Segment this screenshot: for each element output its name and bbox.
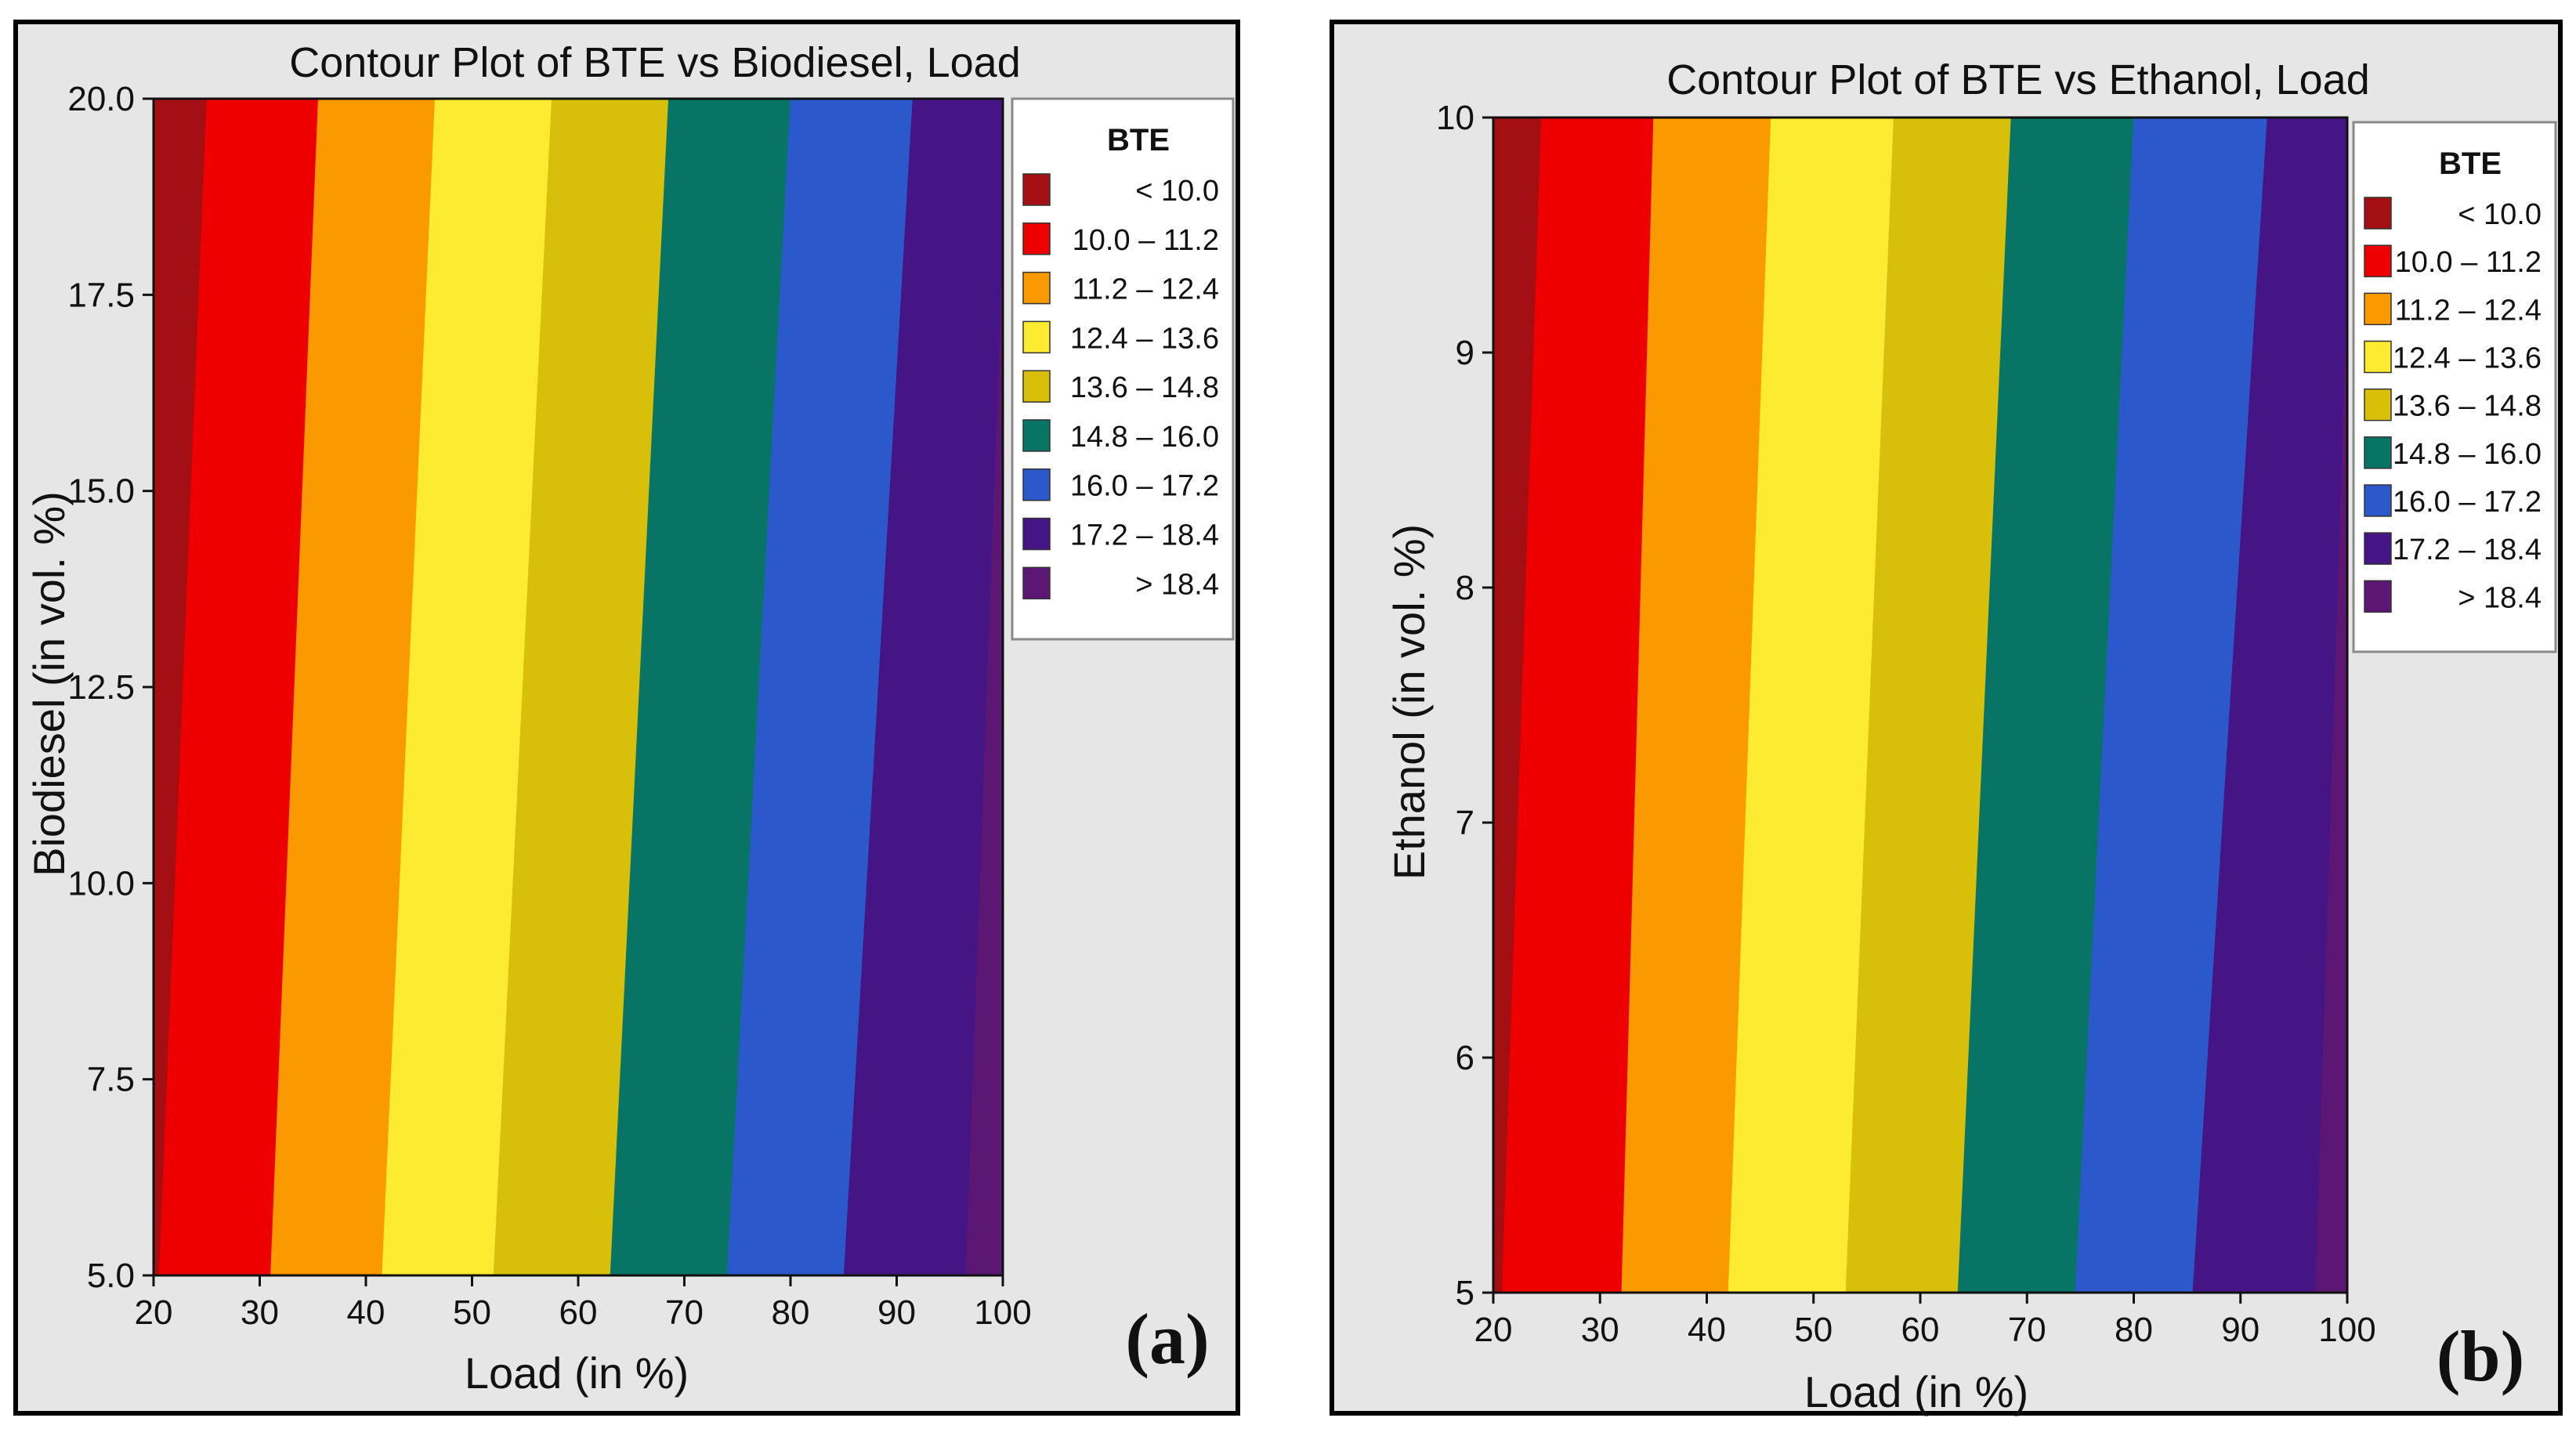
panel-a-y-tick-label-2: 10.0 [67, 864, 135, 902]
panel-a-legend-swatch-3 [1022, 320, 1051, 354]
panel-b-y-tick-label-1: 6 [1456, 1039, 1474, 1077]
panel-a-legend-label-1: 10.0 – 11.2 [1073, 224, 1219, 257]
panel-b-legend-swatch-1 [2364, 244, 2392, 277]
panel-b-contour-bands [1493, 118, 2347, 1293]
panel-b-legend-label-2: 11.2 – 12.4 [2395, 294, 2542, 327]
panel-a-legend-label-0: < 10.0 [1135, 175, 1219, 208]
panel-a-legend-label-7: 17.2 – 18.4 [1070, 519, 1219, 552]
panel-b-legend-swatch-4 [2364, 388, 2392, 421]
panel-b-x-tick-label-3: 50 [1794, 1311, 1833, 1349]
panel-a-contour-bands [154, 99, 1003, 1275]
panel-b-legend-label-3: 12.4 – 13.6 [2393, 342, 2542, 374]
panel-a-y-tick-label-1: 7.5 [87, 1061, 135, 1099]
panel-b-y-tick-label-0: 5 [1456, 1274, 1474, 1312]
panel-a-legend-label-5: 14.8 – 16.0 [1070, 421, 1219, 454]
panel-b-legend-swatch-3 [2364, 340, 2392, 374]
panel-b-x-axis-label: Load (in %) [1804, 1367, 2028, 1416]
panel-a-legend-label-4: 13.6 – 14.8 [1070, 371, 1219, 404]
panel-a-y-axis-label: Biodiesel (in vol. %) [24, 491, 74, 877]
panel-b-legend-label-4: 13.6 – 14.8 [2393, 390, 2542, 423]
panel-b-legend-label-1: 10.0 – 11.2 [2395, 246, 2542, 279]
panel-b-y-axis-label: Ethanol (in vol. %) [1384, 524, 1434, 880]
panel-a-y-tick-label-4: 15.0 [67, 472, 135, 511]
panel-b-band-8 [2315, 284, 2347, 1293]
panel-a-tag: (a) [1125, 1299, 1209, 1379]
panel-a-legend-swatch-8 [1022, 566, 1051, 600]
panel-b-x-tick-label-1: 30 [1581, 1311, 1619, 1349]
panel-a-band-7 [843, 99, 1003, 1275]
panel-b-x-tick-label-4: 60 [1901, 1311, 1940, 1349]
panel-b-legend-swatch-7 [2364, 532, 2392, 565]
panel-b-legend-label-6: 16.0 – 17.2 [2393, 486, 2542, 519]
panel-a-x-tick-label-1: 30 [241, 1293, 279, 1332]
panel-a-title: Contour Plot of BTE vs Biodiesel, Load [289, 39, 1021, 86]
panel-b-x-tick-label-5: 70 [2008, 1311, 2046, 1349]
panel-a-legend-label-2: 11.2 – 12.4 [1073, 273, 1219, 306]
panel-b-band-7 [2192, 118, 2347, 1293]
panel-a-legend-swatch-7 [1022, 517, 1051, 551]
panel-a-x-axis-label: Load (in %) [465, 1348, 689, 1398]
panel-a-legend-swatch-6 [1022, 468, 1051, 501]
panel-b-y-tick-label-4: 9 [1456, 334, 1474, 372]
panel-a-plot: 20 30 40 50 60 70 80 90 100 5.0 7.5 10.0 12.5 15.0 17.… [67, 80, 1031, 1332]
panel-b-x-tick-label-6: 80 [2115, 1311, 2153, 1349]
panel-b-y-tick-label-3: 8 [1456, 569, 1474, 607]
panel-a-y-tick-label-6: 20.0 [67, 80, 135, 118]
panel-a-legend-swatch-1 [1022, 222, 1051, 255]
panel-b-legend-title: BTE [2439, 146, 2502, 181]
panel-b-legend-swatch-5 [2364, 436, 2392, 469]
panel-b-legend-label-8: > 18.4 [2458, 581, 2542, 614]
panel-b-legend-label-7: 17.2 – 18.4 [2393, 534, 2542, 566]
panel-b-x-tick-label-7: 90 [2221, 1311, 2259, 1349]
panel-a-x-tick-label-4: 60 [559, 1293, 598, 1332]
panel-b-legend-swatch-0 [2364, 197, 2392, 230]
panel-b-legend: BTE < 10.0 10.0 – 11.2 11.2 – 12.4 12.4 – 13… [2352, 121, 2557, 653]
panel-a: Contour Plot of BTE vs Biodiesel, Load 2… [13, 20, 1240, 1416]
panel-b-legend-swatch-8 [2364, 580, 2392, 613]
panel-b-legend-label-5: 14.8 – 16.0 [2393, 438, 2542, 471]
panel-b-legend-swatch-6 [2364, 484, 2392, 517]
panel-a-x-tick-label-5: 70 [665, 1293, 704, 1332]
panel-a-legend-swatch-2 [1022, 271, 1051, 305]
panel-b-x-tick-label-0: 20 [1474, 1311, 1513, 1349]
panel-a-y-tick-label-5: 17.5 [67, 276, 135, 314]
panel-b-x-tick-label-8: 100 [2318, 1311, 2375, 1349]
panel-a-x-tick-label-2: 40 [347, 1293, 385, 1332]
panel-a-legend: BTE < 10.0 10.0 – 11.2 11.2 – 12.4 12.4 – 13… [1011, 97, 1235, 641]
panel-a-x-tick-label-6: 80 [772, 1293, 810, 1332]
panel-a-legend-title: BTE [1107, 123, 1170, 157]
panel-a-legend-label-8: > 18.4 [1135, 568, 1219, 601]
panel-b: Contour Plot of BTE vs Ethanol, Load 20 3… [1330, 20, 2563, 1416]
panel-a-y-tick-label-3: 12.5 [67, 668, 135, 707]
panel-b-tag: (b) [2437, 1316, 2524, 1396]
panel-a-legend-label-6: 16.0 – 17.2 [1070, 470, 1219, 503]
panel-b-y-tick-label-5: 10 [1436, 99, 1474, 137]
panel-a-legend-swatch-4 [1022, 370, 1051, 403]
panel-a-x-tick-label-7: 90 [877, 1293, 916, 1332]
panel-a-x-tick-label-3: 50 [453, 1293, 491, 1332]
panel-b-legend-label-0: < 10.0 [2458, 198, 2542, 231]
panel-b-legend-swatch-2 [2364, 292, 2392, 326]
panel-b-y-tick-label-2: 7 [1456, 804, 1474, 842]
panel-a-y-tick-label-0: 5.0 [87, 1257, 135, 1295]
panel-b-title: Contour Plot of BTE vs Ethanol, Load [1666, 56, 2370, 103]
panel-a-legend-label-3: 12.4 – 13.6 [1070, 322, 1219, 355]
panel-a-x-tick-label-8: 100 [974, 1293, 1031, 1332]
panel-a-band-8 [965, 244, 1003, 1275]
panel-a-legend-swatch-0 [1022, 173, 1051, 206]
panel-a-legend-swatch-5 [1022, 419, 1051, 452]
panel-b-plot: 20 30 40 50 60 70 80 90 100 5 6 7 8 9 10 [1436, 99, 2376, 1349]
panel-a-x-tick-label-0: 20 [135, 1293, 173, 1332]
panel-b-x-tick-label-2: 40 [1688, 1311, 1726, 1349]
